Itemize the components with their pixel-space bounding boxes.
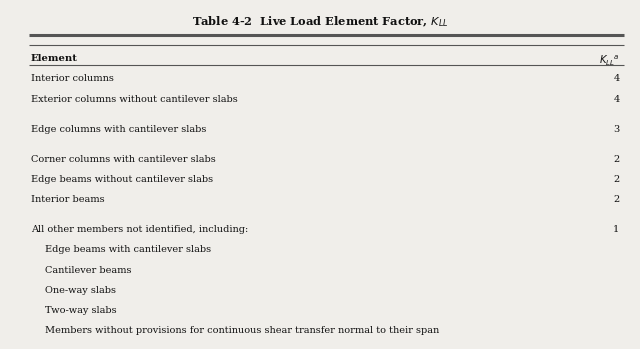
Text: 4: 4 bbox=[613, 95, 620, 104]
Text: 1: 1 bbox=[613, 225, 620, 234]
Text: Corner columns with cantilever slabs: Corner columns with cantilever slabs bbox=[31, 155, 216, 164]
Text: Edge columns with cantilever slabs: Edge columns with cantilever slabs bbox=[31, 125, 206, 134]
Text: 2: 2 bbox=[613, 195, 620, 204]
Text: Interior columns: Interior columns bbox=[31, 74, 113, 83]
Text: Element: Element bbox=[31, 54, 77, 63]
Text: One-way slabs: One-way slabs bbox=[45, 286, 116, 295]
Text: Members without provisions for continuous shear transfer normal to their span: Members without provisions for continuou… bbox=[45, 326, 439, 335]
Text: 2: 2 bbox=[613, 155, 620, 164]
Text: 3: 3 bbox=[613, 125, 620, 134]
Text: Two-way slabs: Two-way slabs bbox=[45, 306, 116, 315]
Text: All other members not identified, including:: All other members not identified, includ… bbox=[31, 225, 248, 234]
Text: Edge beams with cantilever slabs: Edge beams with cantilever slabs bbox=[45, 245, 211, 254]
Text: 4: 4 bbox=[613, 74, 620, 83]
Text: Cantilever beams: Cantilever beams bbox=[45, 266, 131, 275]
Text: Interior beams: Interior beams bbox=[31, 195, 104, 204]
Text: Table 4-2  Live Load Element Factor, $K_{LL}$: Table 4-2 Live Load Element Factor, $K_{… bbox=[191, 14, 449, 29]
Text: Edge beams without cantilever slabs: Edge beams without cantilever slabs bbox=[31, 175, 213, 184]
Text: Exterior columns without cantilever slabs: Exterior columns without cantilever slab… bbox=[31, 95, 237, 104]
Text: 2: 2 bbox=[613, 175, 620, 184]
Text: $K_{LL}$$^{a}$: $K_{LL}$$^{a}$ bbox=[599, 54, 620, 68]
